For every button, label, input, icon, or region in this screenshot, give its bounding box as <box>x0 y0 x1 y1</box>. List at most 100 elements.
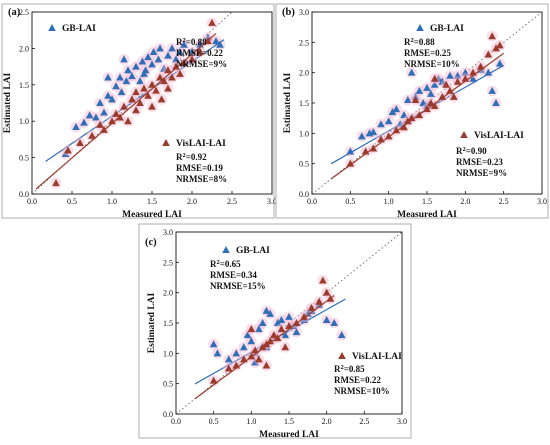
legend-marker <box>416 24 424 31</box>
data-point <box>108 95 116 103</box>
panel-frame <box>138 223 412 439</box>
data-point <box>149 48 158 56</box>
data-point <box>144 53 152 61</box>
data-point <box>213 349 222 357</box>
data-point <box>104 91 112 99</box>
data-point <box>148 102 156 110</box>
data-point <box>446 71 454 79</box>
data-point <box>255 325 263 333</box>
data-point <box>300 312 308 320</box>
data-point <box>442 80 450 88</box>
data-point <box>461 68 470 76</box>
x-tick-label: 1.0 <box>246 417 256 426</box>
y-tick-label: 1.5 <box>163 319 173 328</box>
legend-label: VisLAI-LAI <box>352 352 402 362</box>
data-point <box>400 111 408 119</box>
data-point <box>144 91 152 99</box>
data-point <box>176 48 184 56</box>
stat-line: R2=0.85 <box>334 364 365 374</box>
stat-line: NRMSE=9% <box>176 59 227 69</box>
series-vislai-lai <box>194 275 336 400</box>
x-tick-label: 2.0 <box>187 197 197 206</box>
legend-marker <box>338 352 346 359</box>
data-point <box>415 86 424 94</box>
data-point <box>322 288 331 296</box>
data-point <box>407 68 416 76</box>
y-tick-label: 0.0 <box>299 190 309 199</box>
data-point <box>208 18 216 26</box>
data-point <box>266 309 274 317</box>
data-point <box>322 315 331 323</box>
data-point <box>188 55 196 63</box>
y-tick-label: 2.0 <box>299 69 309 78</box>
series-gb-lai <box>330 58 506 165</box>
data-point <box>156 44 164 52</box>
data-point <box>160 77 168 85</box>
data-point <box>196 48 204 56</box>
data-point <box>122 77 131 85</box>
x-tick-label: 2.5 <box>499 197 509 206</box>
legend-marker <box>222 246 230 253</box>
x-tick-label: 2.5 <box>359 417 369 426</box>
stat-line: R2=0.65 <box>210 259 241 269</box>
data-point <box>117 88 126 96</box>
data-point <box>247 325 256 333</box>
y-axis-label: Estimated LAI <box>283 72 293 133</box>
data-point <box>453 71 462 79</box>
legend-marker <box>162 139 170 146</box>
chart-panel-3: 0.0 0.5 1.0 1.5 2.0 2.5 3.0 0.0 0.5 1.0 1.5 2.0 2.5 3… <box>138 223 412 440</box>
x-tick-label: 3.0 <box>537 197 547 206</box>
x-tick-label: 0.0 <box>27 197 37 206</box>
panel-label: (a) <box>8 7 21 18</box>
data-point <box>164 84 172 92</box>
data-point <box>112 109 120 117</box>
data-point <box>104 73 112 81</box>
data-point <box>453 77 462 85</box>
data-point <box>423 83 431 91</box>
data-point <box>427 89 435 97</box>
data-point <box>88 131 96 139</box>
data-point <box>450 92 458 100</box>
fit-line <box>330 64 504 165</box>
x-tick-label: 2.0 <box>322 417 332 426</box>
data-point <box>404 95 412 103</box>
data-point <box>358 132 366 140</box>
data-point <box>438 77 447 85</box>
data-point <box>128 95 136 103</box>
chart-panel-2: 0.0 0.5 1.0 1.5 2.0 2.5 3.0 0.0 0.5 1.0 1.5 2.0 2.5 3… <box>275 3 549 220</box>
y-axis-label: Estimated LAI <box>3 72 13 133</box>
legend-label: VisLAI-LAI <box>474 131 524 141</box>
data-point <box>124 66 132 74</box>
data-point <box>140 69 148 77</box>
series-vislai-lai <box>35 17 218 190</box>
data-point <box>446 86 454 94</box>
data-point <box>243 331 252 339</box>
series-gb-lai <box>45 31 226 162</box>
data-point <box>262 306 271 314</box>
data-point <box>346 147 355 155</box>
legend-label: GB-LAI <box>236 246 270 256</box>
data-point <box>273 319 282 326</box>
x-tick-label: 1.5 <box>284 417 294 426</box>
y-tick-label: 1.0 <box>163 349 173 358</box>
data-point <box>216 40 224 48</box>
data-point <box>96 120 104 128</box>
x-tick-label: 1.5 <box>147 197 157 206</box>
data-point <box>112 82 120 90</box>
data-point <box>136 77 144 85</box>
data-point <box>124 117 132 125</box>
x-tick-label: 0.0 <box>307 197 317 206</box>
x-tick-label: 1.0 <box>384 197 394 206</box>
stat-line: NRMSE=10% <box>334 386 390 396</box>
x-axis-label: Measured LAI <box>259 430 319 440</box>
legend-marker <box>460 131 468 138</box>
data-point <box>404 117 412 125</box>
fit-line <box>194 295 335 400</box>
data-point <box>430 102 439 110</box>
x-tick-label: 3.0 <box>267 197 277 206</box>
data-point <box>319 276 327 284</box>
stat-line: R2=0.88 <box>404 37 435 47</box>
x-tick-label: 0.5 <box>209 417 219 426</box>
data-point <box>132 88 140 96</box>
data-point <box>438 92 447 100</box>
